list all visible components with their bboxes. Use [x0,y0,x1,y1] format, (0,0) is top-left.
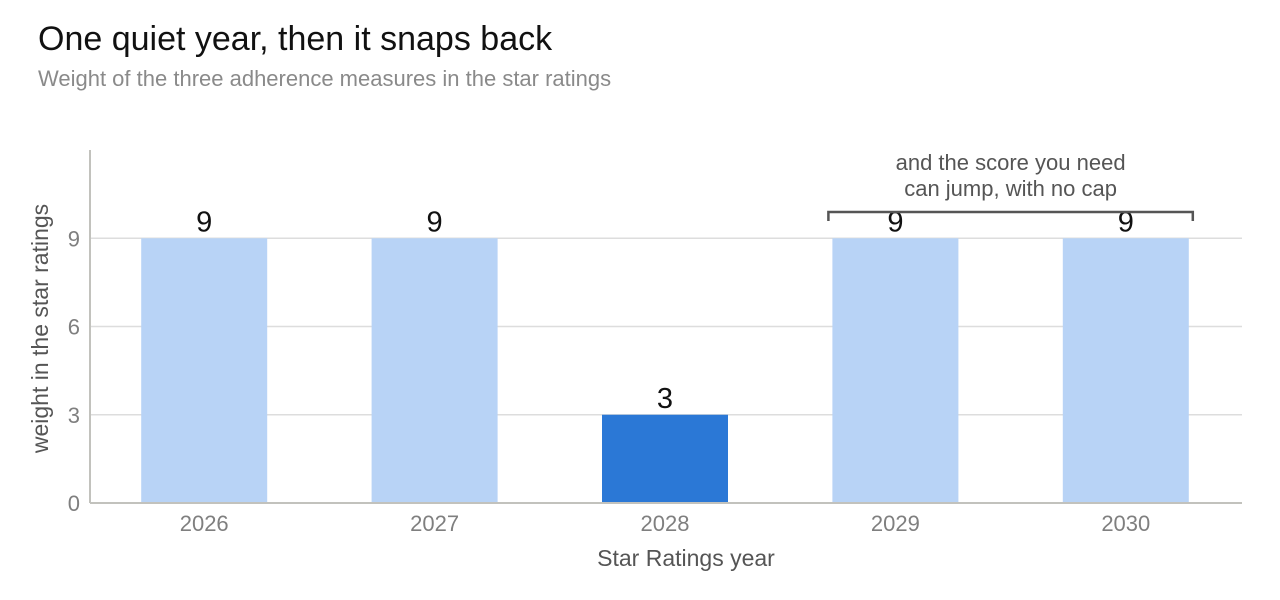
y-axis-title: weight in the star ratings [27,204,53,454]
x-tick-label: 2027 [410,511,459,536]
y-tick-label: 0 [68,491,80,516]
data-label-2030: 9 [1118,206,1134,238]
data-label-2026: 9 [196,206,212,238]
y-tick-label: 6 [68,315,80,340]
x-axis-title: Star Ratings year [597,545,775,571]
chart-title: One quiet year, then it snaps back [38,20,553,58]
x-tick-label: 2030 [1101,511,1150,536]
data-label-2028: 3 [657,383,673,415]
annotation-bracket [827,210,1195,221]
bar-2028 [602,414,728,503]
bar-2030 [1062,238,1189,503]
x-tick-label: 2026 [180,511,229,536]
bar-2026 [141,238,268,503]
data-label-2029: 9 [887,206,903,238]
y-tick-label: 9 [68,226,80,251]
data-label-2027: 9 [427,206,443,238]
y-tick-label: 3 [68,403,80,428]
bar-2027 [371,238,498,503]
chart-subtitle: Weight of the three adherence measures i… [38,66,612,91]
x-tick-label: 2029 [871,511,920,536]
bar-2029 [832,238,959,503]
annotation-line: and the score you need [896,150,1126,175]
x-tick-label: 2028 [641,511,690,536]
annotation-line: can jump, with no cap [904,176,1117,201]
